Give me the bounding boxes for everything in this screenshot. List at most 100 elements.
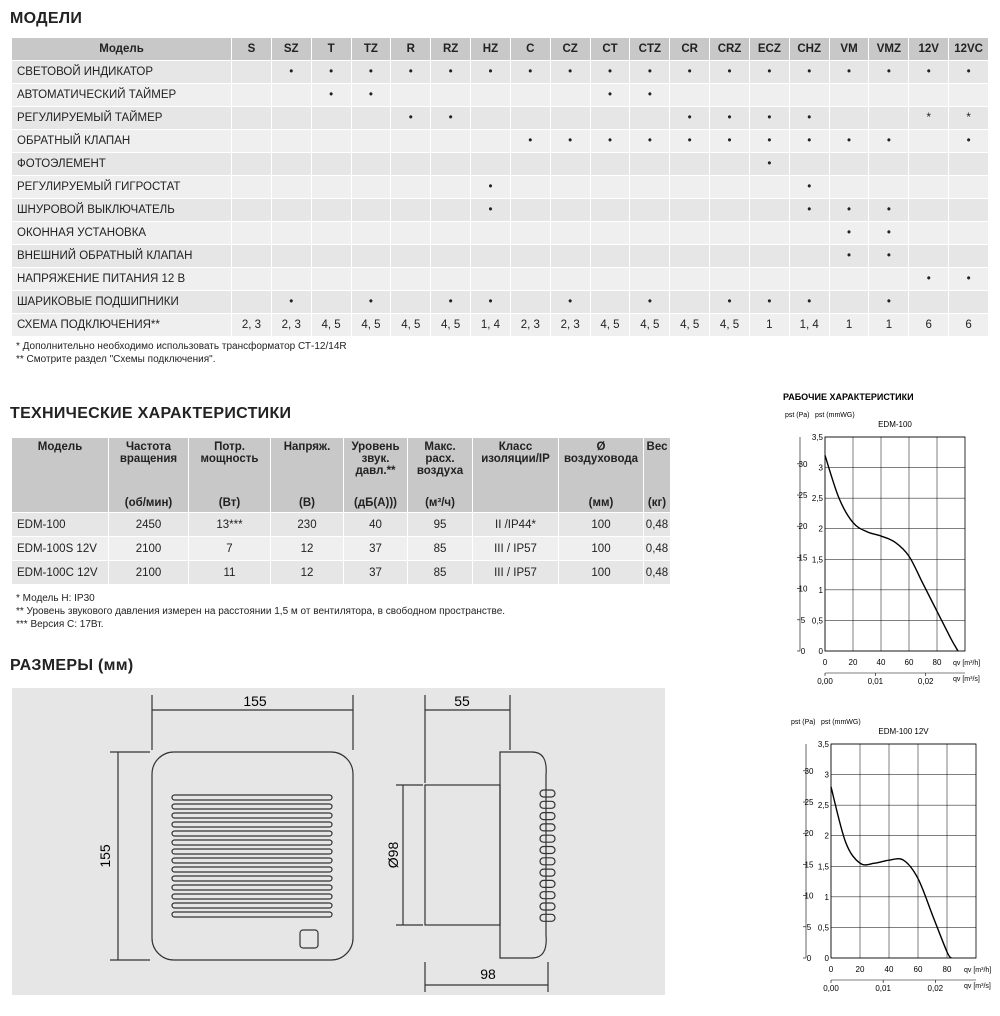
louver (171, 803, 333, 810)
y-tick-label: 2,5 (812, 494, 824, 503)
header-cell: C (510, 38, 550, 60)
cell: * (909, 107, 949, 129)
cell (271, 268, 311, 290)
cell (510, 153, 550, 175)
cell (391, 176, 431, 198)
cell: 11 (189, 561, 270, 584)
cell (670, 84, 710, 106)
cell (311, 222, 351, 244)
x2-tick-label: 0,02 (928, 984, 944, 993)
cell (630, 153, 670, 175)
rib (539, 902, 556, 911)
cell (311, 245, 351, 267)
cell: • (351, 84, 391, 106)
cell (232, 84, 271, 106)
cell (391, 84, 431, 106)
cell (909, 245, 949, 267)
cell (829, 291, 869, 313)
louver (171, 794, 333, 801)
cell (949, 84, 988, 106)
y-axis-label: pst (Pa) (791, 719, 816, 726)
header-cell: TZ (351, 38, 391, 60)
cell (869, 153, 909, 175)
cell (789, 268, 829, 290)
cell: 40 (344, 513, 407, 536)
curve (830, 786, 952, 959)
cell: • (670, 130, 710, 152)
cell (471, 245, 510, 267)
y-tick-label: 0 (819, 647, 824, 656)
row-label: ОБРАТНЫЙ КЛАПАН (12, 130, 231, 152)
cell: • (909, 268, 949, 290)
cell (391, 153, 431, 175)
cell (351, 268, 391, 290)
cell (311, 176, 351, 198)
cell: 2, 3 (510, 314, 550, 336)
cell: 1, 4 (471, 314, 510, 336)
x-tick-label: 0 (829, 965, 834, 974)
cell (869, 268, 909, 290)
header-cell: Напряж. (В) (271, 438, 343, 512)
header-unit: (кг) (647, 497, 667, 509)
cell (630, 199, 670, 221)
header-cell: ECZ (749, 38, 789, 60)
cell (431, 153, 471, 175)
cell (909, 130, 949, 152)
rib (539, 789, 556, 798)
cell: • (789, 291, 829, 313)
cell (670, 268, 710, 290)
cell (351, 176, 391, 198)
cell (550, 245, 590, 267)
cell (431, 176, 471, 198)
cell (710, 268, 749, 290)
header-name: Частота вращения (119, 441, 178, 465)
louver (171, 866, 333, 873)
cell (590, 153, 630, 175)
cell (670, 291, 710, 313)
cell (431, 130, 471, 152)
header-cell: T (311, 38, 351, 60)
cell (232, 291, 271, 313)
cell: 7 (189, 537, 270, 560)
cell: • (630, 61, 670, 83)
header-cell: Частота вращения (об/мин) (109, 438, 188, 512)
y-tick-label: 1,5 (812, 555, 824, 564)
cell (232, 153, 271, 175)
dimension-label: 55 (454, 693, 470, 709)
cell (351, 153, 391, 175)
cell: • (510, 61, 550, 83)
cell: 1 (749, 314, 789, 336)
header-cell: Потр. мощность (Вт) (189, 438, 270, 512)
y-tick-label: 1 (819, 586, 824, 595)
x-axis-label: qv [m³/h] (953, 660, 980, 667)
y2-tick-label: 5 (801, 616, 806, 625)
cell (789, 222, 829, 244)
header-cell: Модель (12, 438, 108, 512)
cell: 4, 5 (311, 314, 351, 336)
cell: • (550, 291, 590, 313)
cell (909, 84, 949, 106)
rib (539, 857, 556, 866)
cell: 85 (408, 537, 472, 560)
cell: • (351, 291, 391, 313)
cell: • (271, 61, 311, 83)
cell: • (670, 61, 710, 83)
cell: • (829, 199, 869, 221)
row-label: СВЕТОВОЙ ИНДИКАТОР (12, 61, 231, 83)
louver (171, 812, 333, 819)
cell: • (869, 61, 909, 83)
cell (471, 130, 510, 152)
cell: • (710, 291, 749, 313)
cell: 100 (559, 513, 643, 536)
cell: • (431, 61, 471, 83)
cell (789, 153, 829, 175)
cell (271, 199, 311, 221)
dimensions-panel (12, 688, 665, 995)
row-label: ВНЕШНИЙ ОБРАТНЫЙ КЛАПАН (12, 245, 231, 267)
cell: 4, 5 (391, 314, 431, 336)
cell (749, 199, 789, 221)
cell: 1, 4 (789, 314, 829, 336)
y2-tick-label: 0 (801, 647, 806, 656)
cell (710, 176, 749, 198)
